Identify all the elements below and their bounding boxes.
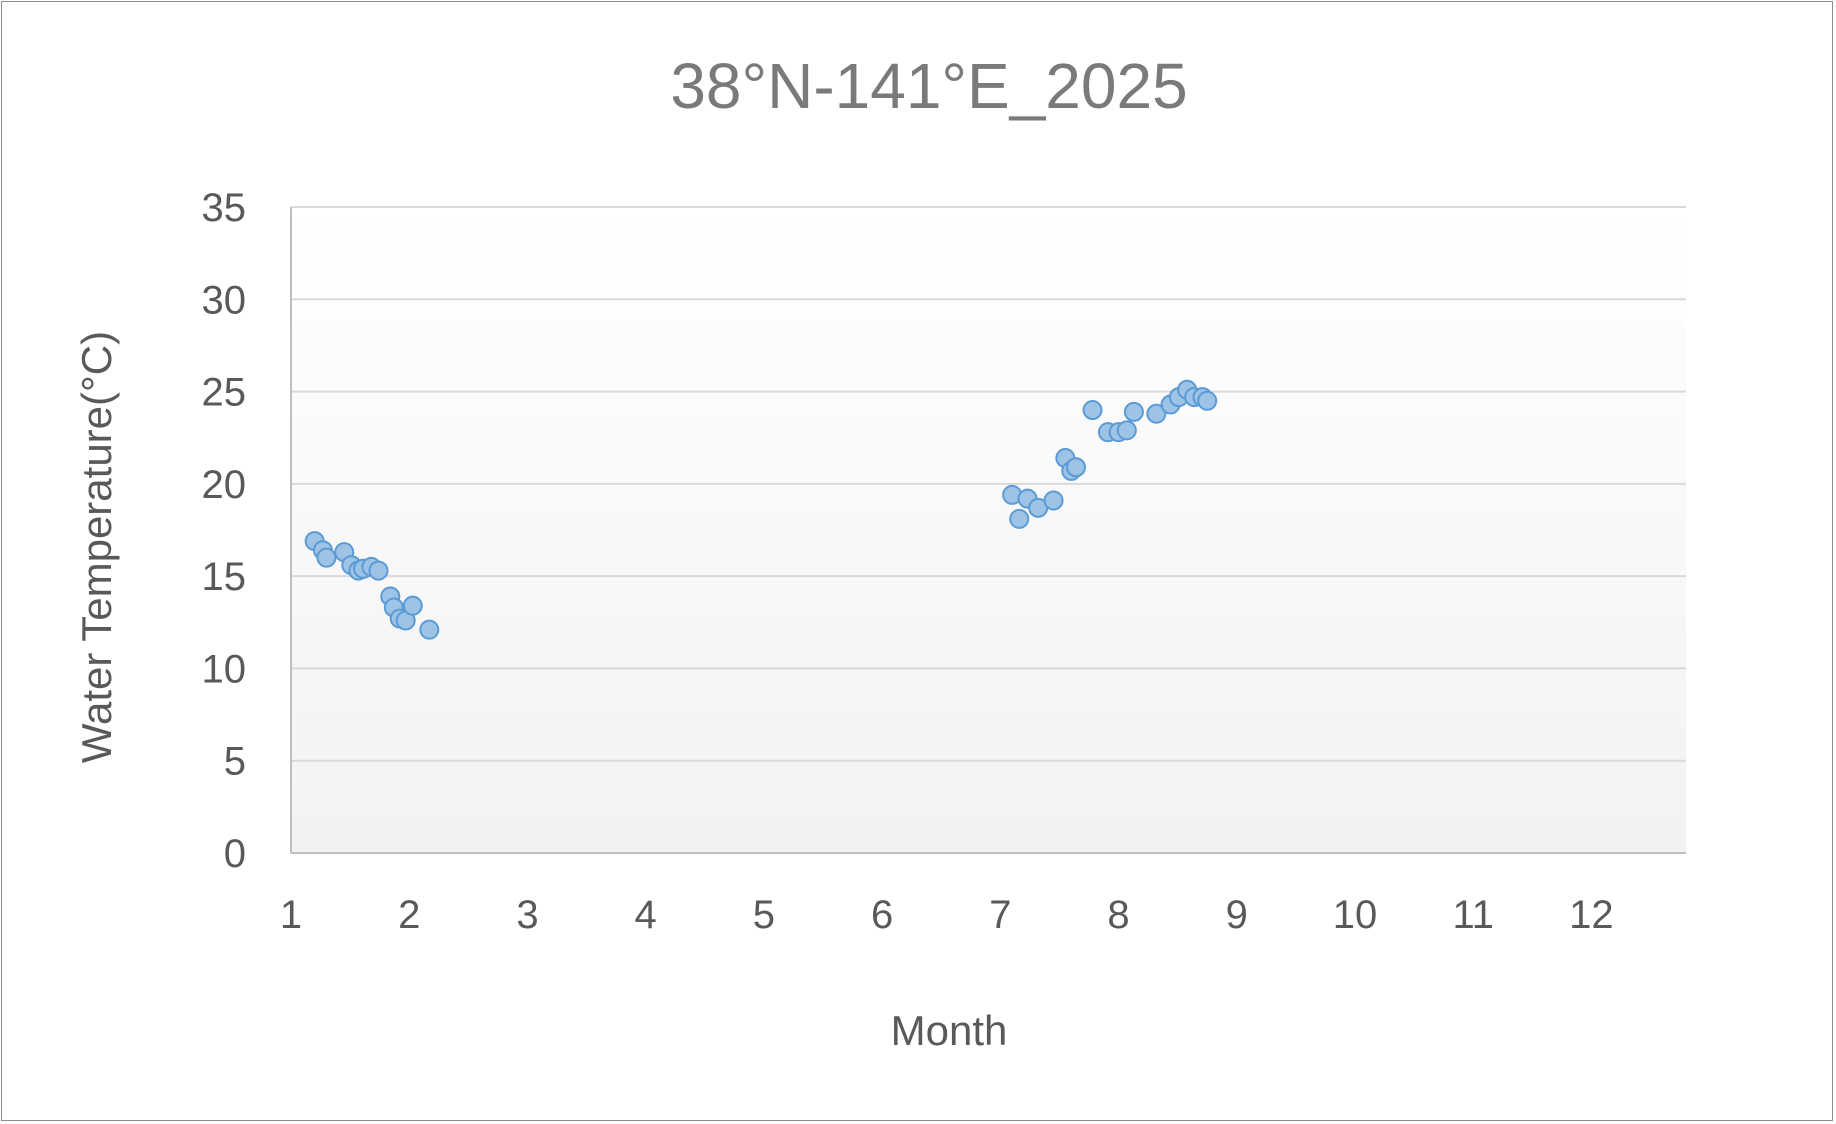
- y-tick-label: 5: [224, 740, 246, 784]
- gridlines: [291, 206, 1686, 762]
- y-tick-label: 25: [202, 371, 247, 415]
- y-tick-label: 35: [202, 186, 247, 230]
- y-tick-labels: 0 5 10 15 20 25 30 35: [202, 186, 247, 876]
- data-points: [304, 379, 1218, 640]
- data-point: [419, 619, 440, 640]
- y-tick-label: 30: [202, 278, 247, 322]
- data-point: [316, 547, 337, 568]
- y-tick-label: 15: [202, 555, 247, 599]
- data-point: [368, 560, 389, 581]
- data-point: [402, 595, 423, 616]
- x-tick-label: 11: [1452, 893, 1494, 937]
- x-axis-label: Month: [891, 1007, 1008, 1054]
- data-point: [1123, 401, 1144, 422]
- data-point: [1146, 403, 1167, 424]
- x-tick-label: 6: [871, 893, 893, 937]
- plot-area: [291, 207, 1686, 853]
- x-tick-label: 4: [635, 893, 657, 937]
- data-point: [1065, 457, 1086, 478]
- x-tick-label: 12: [1569, 893, 1614, 937]
- data-point: [1043, 490, 1064, 511]
- data-point: [1197, 390, 1218, 411]
- x-tick-label: 9: [1226, 893, 1248, 937]
- y-tick-label: 10: [202, 647, 247, 691]
- x-tick-label: 10: [1333, 893, 1378, 937]
- y-tick-label: 20: [202, 463, 247, 507]
- x-tick-label: 3: [516, 893, 538, 937]
- y-axis-label: Water Temperature(°C): [73, 331, 120, 763]
- chart-title: 38°N-141°E_2025: [670, 50, 1187, 122]
- x-tick-label: 7: [989, 893, 1011, 937]
- data-point: [1009, 508, 1030, 529]
- x-tick-label: 1: [280, 893, 302, 937]
- axes: [290, 207, 1686, 854]
- data-point: [1082, 400, 1103, 421]
- y-tick-label: 0: [224, 832, 246, 876]
- x-tick-label: 5: [753, 893, 775, 937]
- x-tick-label: 8: [1107, 893, 1129, 937]
- x-tick-label: 2: [398, 893, 420, 937]
- x-tick-labels: 1 2 3 4 5 6 7 8 9 10 11 12: [280, 893, 1614, 937]
- data-point: [1116, 420, 1137, 441]
